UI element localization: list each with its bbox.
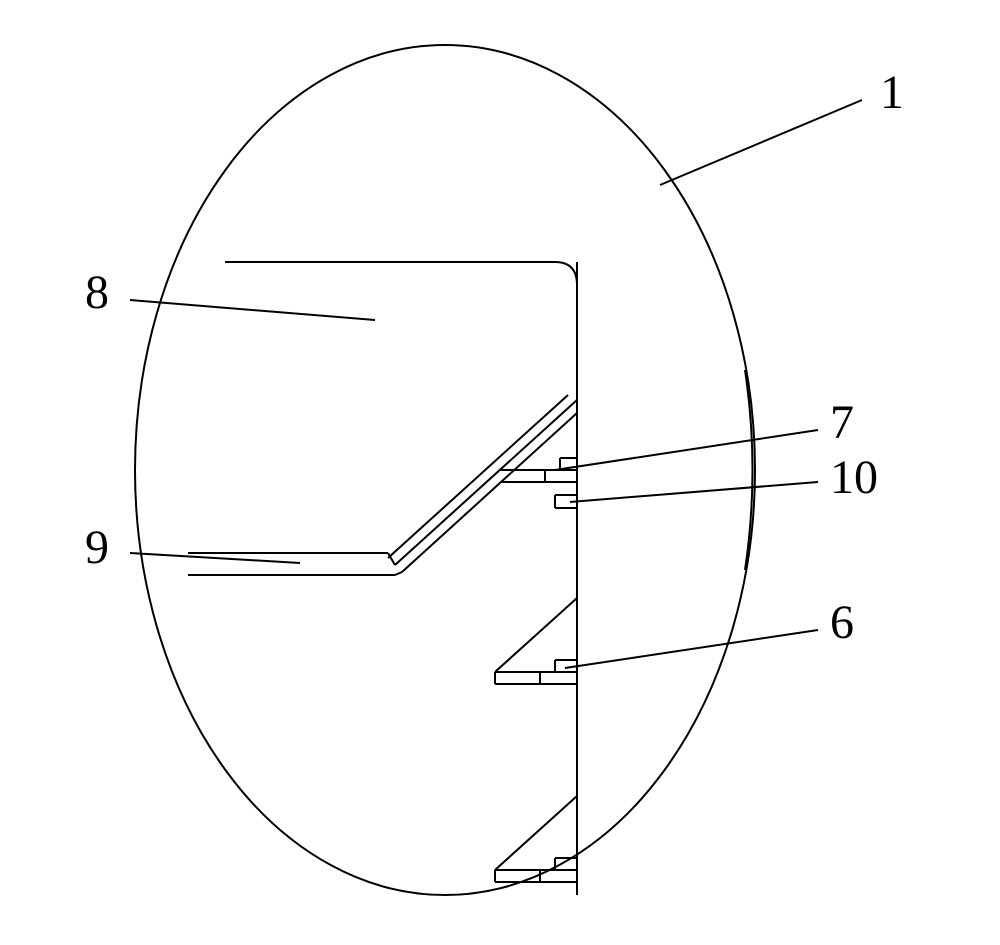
leader-9 xyxy=(130,553,300,563)
diagonal-1c xyxy=(388,395,568,558)
part-9 xyxy=(188,553,402,575)
leader-10 xyxy=(570,482,818,502)
label-8: 8 xyxy=(85,265,109,320)
leader-6 xyxy=(565,630,818,668)
bracket-3 xyxy=(495,796,577,882)
leader-8 xyxy=(130,300,375,320)
label-10: 10 xyxy=(830,450,878,505)
bracket-1 xyxy=(500,458,577,482)
leader-1 xyxy=(660,100,862,185)
label-7: 7 xyxy=(830,395,854,450)
diagonal-1b xyxy=(402,413,577,572)
technical-diagram: 1 8 7 10 9 6 xyxy=(0,0,1000,945)
bracket-2 xyxy=(495,598,577,684)
leader-7 xyxy=(555,430,818,470)
label-6: 6 xyxy=(830,595,854,650)
label-9: 9 xyxy=(85,520,109,575)
top-edge xyxy=(225,262,577,285)
label-1: 1 xyxy=(880,65,904,120)
main-ellipse xyxy=(135,45,755,895)
